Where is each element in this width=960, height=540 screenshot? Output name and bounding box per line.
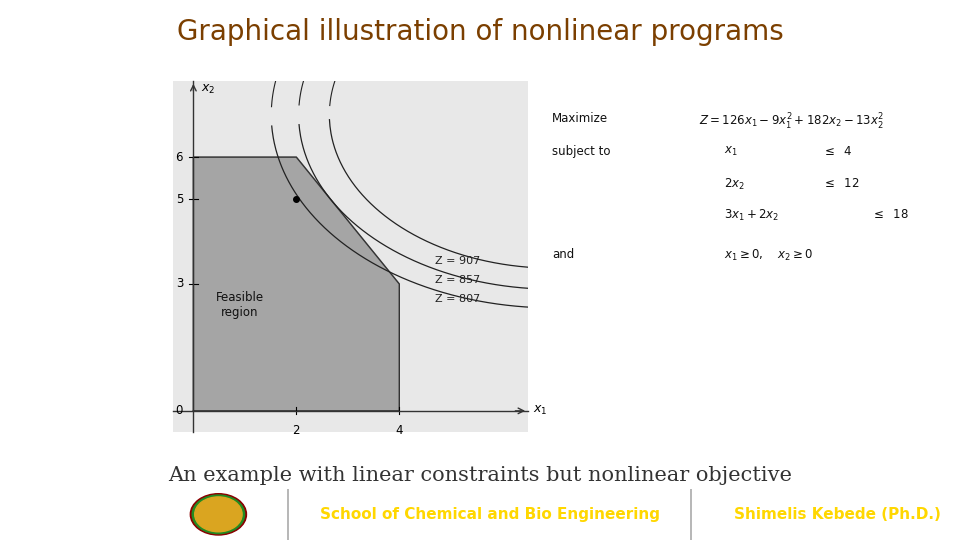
Text: $3x_1 + 2x_2$: $3x_1 + 2x_2$: [724, 208, 779, 223]
Text: Addis Ababa University: Addis Ababa University: [19, 499, 219, 514]
Text: School of Chemical and Bio Engineering: School of Chemical and Bio Engineering: [320, 507, 660, 522]
Text: Feasible
region: Feasible region: [216, 291, 264, 319]
Text: 2: 2: [293, 424, 300, 437]
Polygon shape: [193, 157, 399, 411]
Text: subject to: subject to: [552, 145, 611, 158]
Text: Z = 857: Z = 857: [435, 275, 481, 285]
Text: Z = 807: Z = 807: [435, 294, 481, 304]
Text: Shimelis Kebede (Ph.D.): Shimelis Kebede (Ph.D.): [734, 507, 941, 522]
Text: $x_1 \geq 0$,    $x_2 \geq 0$: $x_1 \geq 0$, $x_2 \geq 0$: [724, 247, 813, 262]
Text: Z = 907: Z = 907: [435, 256, 481, 266]
Text: AAiT: AAiT: [19, 519, 59, 535]
Text: 4: 4: [396, 424, 403, 437]
Text: An example with linear constraints but nonlinear objective: An example with linear constraints but n…: [168, 465, 792, 485]
Circle shape: [192, 495, 245, 534]
Text: $\leq$  18: $\leq$ 18: [871, 208, 908, 221]
Text: $\leq$  12: $\leq$ 12: [822, 177, 859, 190]
Text: 6: 6: [176, 151, 183, 164]
Text: $x_1$: $x_1$: [724, 145, 737, 158]
Text: 5: 5: [176, 193, 183, 206]
Circle shape: [195, 497, 242, 532]
Text: and: and: [552, 247, 574, 261]
Text: $x_1$: $x_1$: [533, 404, 547, 417]
Text: 0: 0: [176, 404, 183, 417]
Text: Maximize: Maximize: [552, 112, 609, 125]
Text: $Z = 126x_1 - 9x_1^2 + 182x_2 - 13x_2^2$: $Z = 126x_1 - 9x_1^2 + 182x_2 - 13x_2^2$: [699, 112, 884, 132]
Text: $2x_2$: $2x_2$: [724, 177, 745, 192]
Text: 3: 3: [176, 278, 183, 291]
Text: $\leq$  4: $\leq$ 4: [822, 145, 852, 158]
Text: $x_2$: $x_2$: [201, 83, 215, 96]
Circle shape: [190, 494, 247, 535]
Text: Graphical illustration of nonlinear programs: Graphical illustration of nonlinear prog…: [177, 18, 783, 46]
